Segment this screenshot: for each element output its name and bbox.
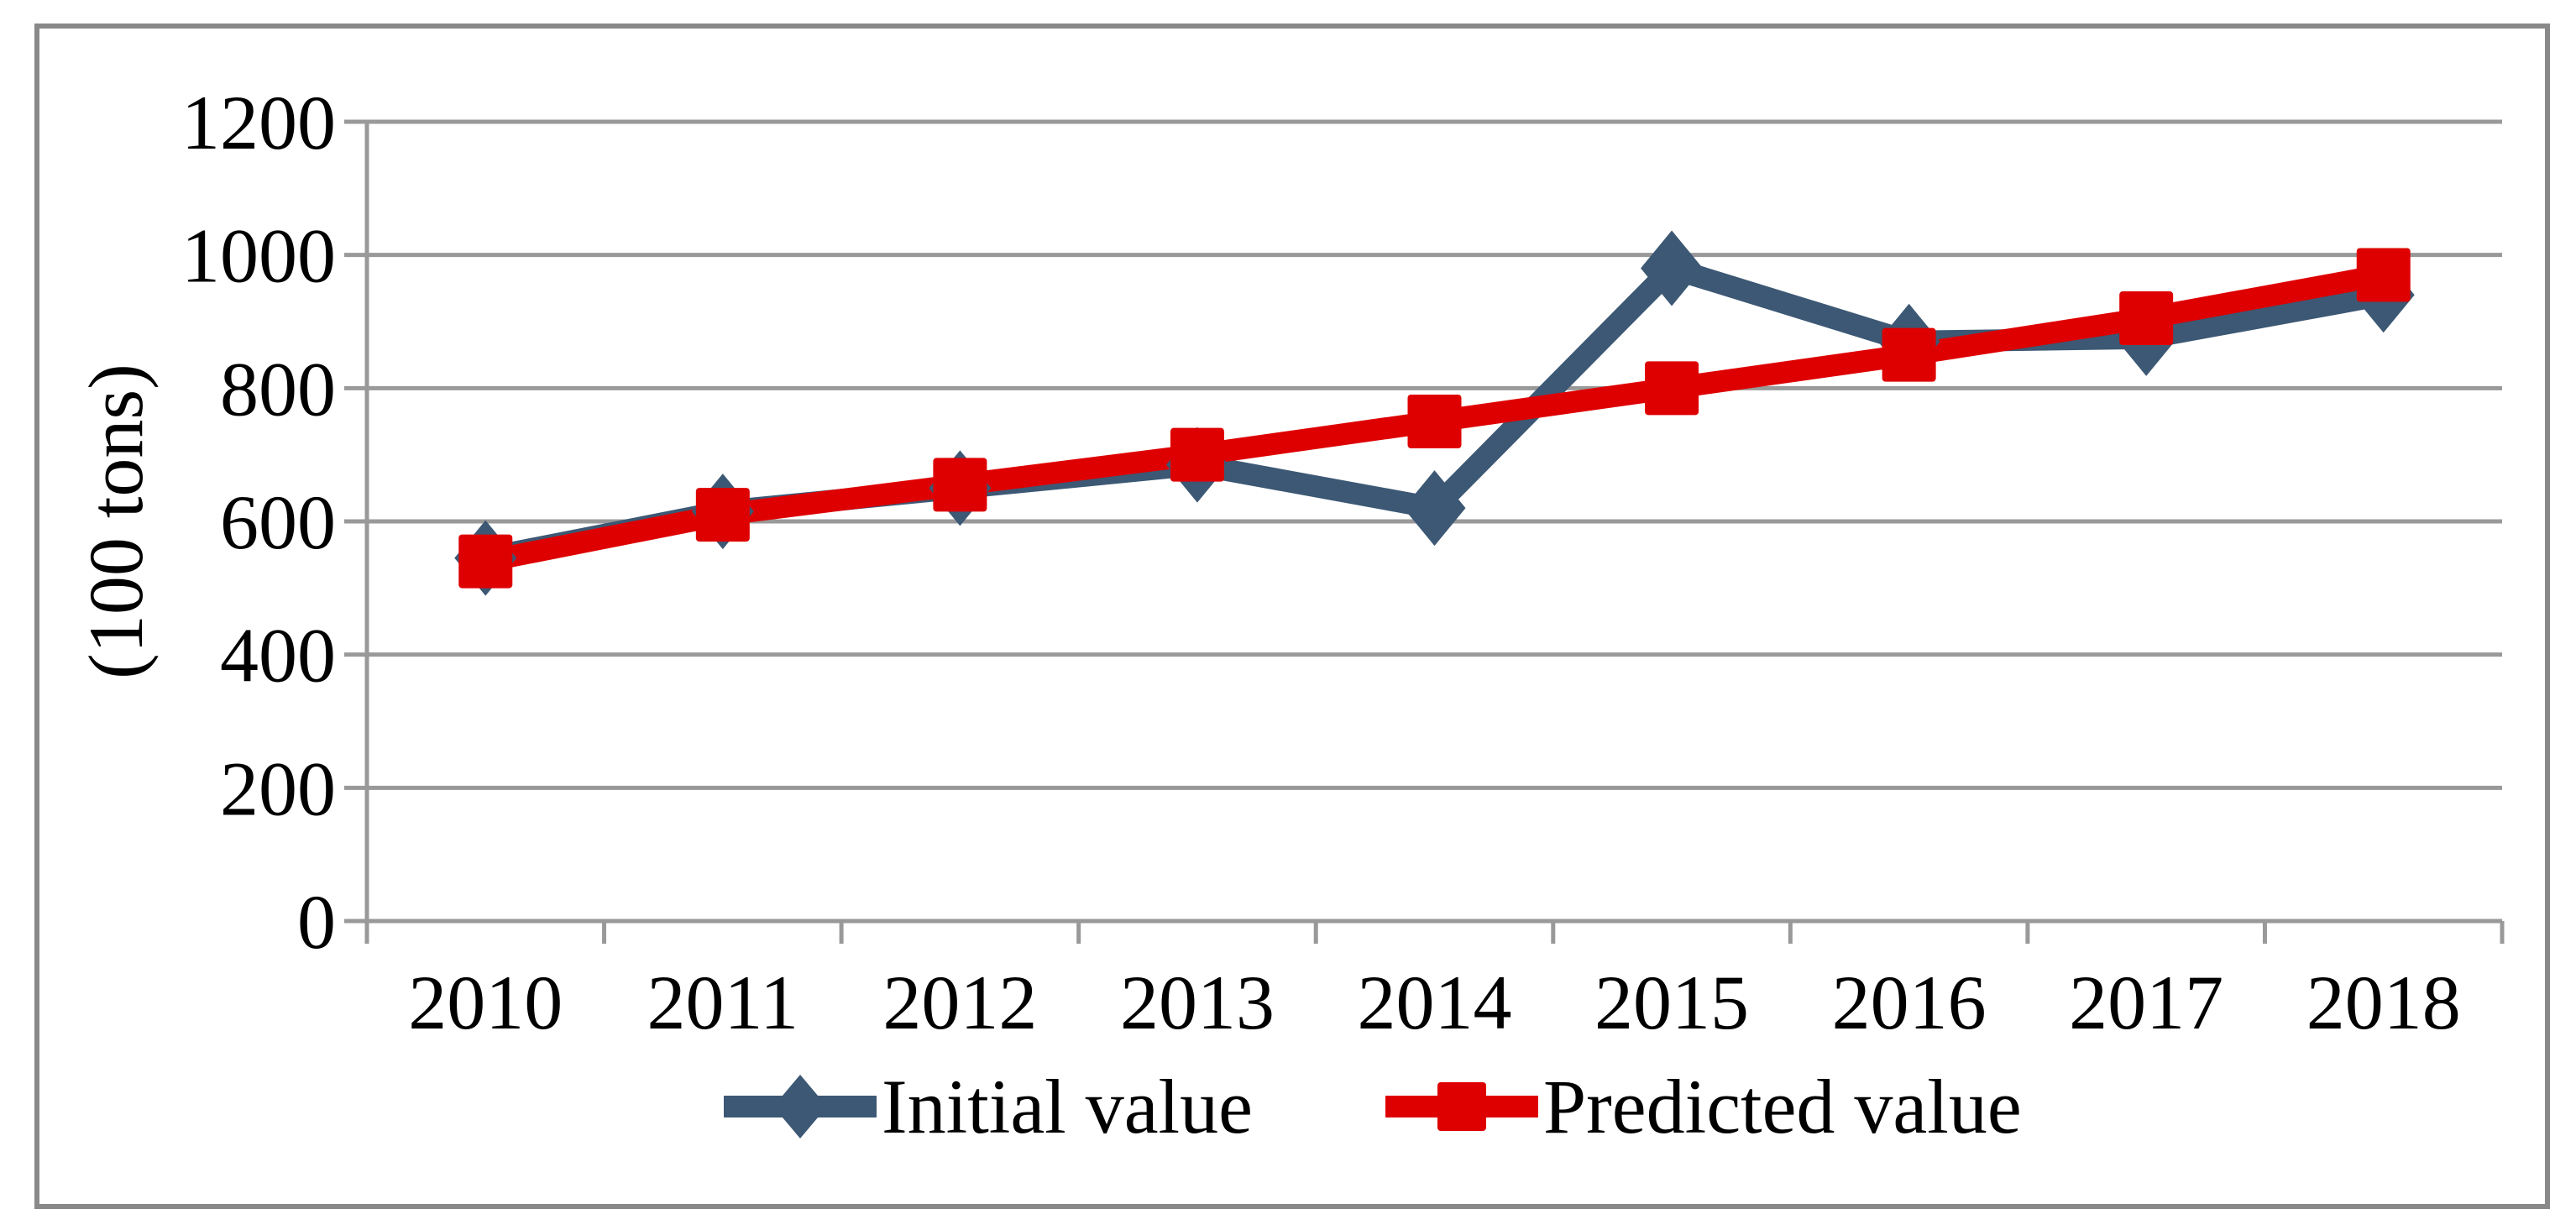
x-tick-label-2015: 2015 (1594, 960, 1749, 1045)
y-tick-label: 0 (297, 879, 336, 965)
predicted-value-marker-2017 (2119, 291, 2174, 346)
legend-label: Predicted value (1543, 1064, 2022, 1149)
legend-square-marker-icon (1385, 1082, 1538, 1131)
legend-item-predicted-value: Predicted value (1385, 1065, 2022, 1149)
predicted-value-marker-2010 (458, 534, 513, 589)
predicted-value-marker-2016 (1882, 327, 1936, 382)
y-tick-label: 1000 (181, 213, 336, 299)
y-axis-title: (100 tons) (73, 364, 159, 679)
predicted-value-marker-2012 (933, 458, 987, 512)
y-tick-label: 1200 (181, 80, 336, 165)
x-tick-label-2012: 2012 (882, 960, 1037, 1045)
y-tick-label: 600 (220, 479, 336, 565)
predicted-value-marker-2015 (1645, 361, 1699, 416)
x-tick-label-2018: 2018 (2306, 960, 2461, 1045)
legend-item-initial-value: Initial value (724, 1065, 1253, 1149)
x-tick-label-2014: 2014 (1358, 960, 1512, 1045)
legend-diamond-marker-icon (724, 1075, 877, 1138)
initial-value-marker-2014 (1403, 470, 1466, 547)
predicted-value-marker-2013 (1170, 427, 1224, 482)
predicted-value-marker-2014 (1407, 395, 1462, 448)
predicted-value-marker-2011 (695, 488, 750, 542)
predicted-value-marker-2018 (2356, 248, 2411, 302)
y-tick-label: 400 (220, 613, 336, 699)
x-tick-label-2010: 2010 (408, 960, 563, 1045)
legend-label: Initial value (882, 1064, 1253, 1149)
x-tick-label-2017: 2017 (2069, 960, 2223, 1045)
initial-value-marker-2015 (1641, 230, 1704, 306)
y-tick-label: 800 (220, 346, 336, 432)
x-tick-label-2011: 2011 (647, 960, 799, 1045)
y-tick-label: 200 (220, 746, 336, 831)
x-tick-label-2013: 2013 (1120, 960, 1275, 1045)
figure-border (34, 24, 2550, 1209)
x-tick-label-2016: 2016 (1832, 960, 1987, 1045)
